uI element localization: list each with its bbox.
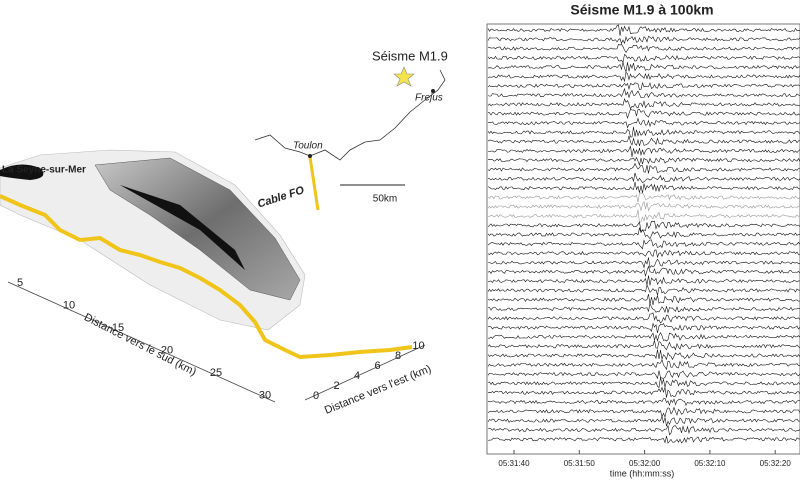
east-tick-label: 4: [354, 370, 360, 382]
trace: [487, 35, 800, 45]
south-tick-label: 20: [161, 344, 173, 356]
traces: [487, 24, 800, 444]
trace: [487, 97, 800, 110]
trace: [487, 145, 800, 158]
coast: [0, 164, 44, 180]
east-axis: [304, 344, 426, 401]
south-tick-label: 5: [17, 277, 23, 289]
trace: [487, 239, 800, 250]
x-tick-label: 05:32:10: [694, 459, 726, 468]
trace: [487, 200, 800, 212]
epicenter-star: [393, 66, 415, 87]
south-axis-label: Distance vers le sud (km): [82, 311, 198, 378]
trace: [487, 415, 800, 427]
trace: [487, 220, 800, 232]
trace: [487, 358, 800, 371]
x-tick-label: 05:31:40: [498, 459, 530, 468]
trace: [487, 181, 800, 194]
trace: [487, 71, 800, 83]
record-title: Séisme M1.9 à 100km: [570, 2, 713, 18]
trace: [487, 312, 800, 324]
trace: [487, 265, 800, 278]
toulon-dot: [308, 154, 312, 158]
trace: [488, 331, 800, 342]
trace: [487, 24, 800, 36]
scale-label: 50km: [373, 194, 397, 205]
south-tick-label: 10: [63, 299, 75, 311]
trace: [487, 275, 800, 286]
record-frame: [486, 23, 800, 455]
x-tick-label: 05:32:00: [629, 459, 661, 468]
trace: [487, 436, 800, 444]
cable-inset: [308, 156, 320, 211]
trace: [487, 81, 800, 91]
trace: [487, 62, 800, 73]
trace: [487, 249, 800, 259]
trace: [487, 377, 800, 389]
south-tick-label: 25: [210, 367, 222, 379]
cable-path: [0, 194, 413, 360]
trace: [487, 108, 800, 120]
trace: [487, 135, 800, 146]
city-label: Frejus: [415, 93, 443, 104]
east-tick-label: 0: [313, 390, 319, 402]
coastline: [254, 69, 446, 161]
trace: [487, 156, 800, 167]
trace: [487, 257, 800, 269]
trace: [487, 226, 800, 240]
trace: [487, 386, 800, 398]
east-tick-label: 8: [395, 350, 401, 362]
south-tick-label: 30: [259, 389, 271, 401]
x-tick-label: 05:31:50: [564, 459, 596, 468]
cable-label: Cable FO: [256, 184, 306, 210]
x-tick-label: 05:32:20: [760, 459, 792, 468]
trace: [487, 349, 800, 361]
trace: [487, 294, 800, 305]
south-tick-label: 15: [112, 322, 124, 334]
trace: [487, 209, 800, 223]
trace: [487, 192, 800, 203]
trace: [487, 424, 800, 436]
trace: [487, 126, 800, 138]
trace: [487, 406, 800, 418]
trace: [487, 398, 800, 407]
trace: [487, 43, 800, 53]
trace: [487, 301, 800, 314]
trace: [488, 172, 800, 184]
east-tick-label: 6: [374, 360, 380, 372]
city-label: Toulon: [293, 141, 323, 152]
x-axis-label: time (hh:mm:ss): [610, 468, 675, 478]
south-axis: [7, 281, 276, 403]
east-tick-label: 10: [412, 340, 424, 352]
trace: [487, 340, 800, 351]
trace: [487, 370, 800, 380]
trace: [487, 87, 800, 99]
terrain: [94, 157, 301, 301]
trace: [487, 53, 800, 63]
place-label: La Seyne-sur-Mer: [2, 165, 86, 176]
trace: [488, 322, 800, 333]
event-label: Séisme M1.9: [372, 48, 448, 63]
east-tick-label: 2: [333, 380, 339, 392]
trace: [487, 162, 800, 174]
frejus-dot: [431, 89, 435, 93]
trace: [487, 284, 800, 296]
trace: [487, 117, 800, 129]
